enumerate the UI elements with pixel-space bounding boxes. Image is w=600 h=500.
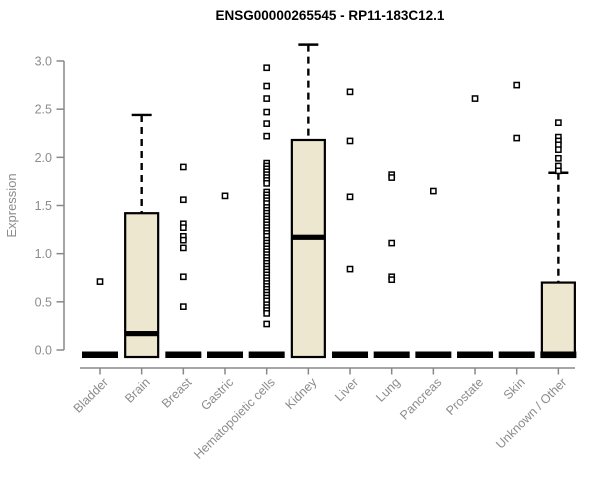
outlier-point bbox=[555, 146, 562, 153]
outlier-point bbox=[555, 119, 562, 127]
outlier-point bbox=[179, 196, 187, 204]
box-collapsed-hematopoietic-cells bbox=[248, 351, 285, 358]
x-tick-label: Skin bbox=[501, 375, 528, 402]
outlier-point bbox=[388, 276, 396, 284]
outlier-point bbox=[513, 134, 521, 142]
y-tick-label: 0.5 bbox=[35, 295, 52, 309]
x-tick-label: Gastric bbox=[198, 375, 236, 413]
box-collapsed-liver bbox=[332, 351, 369, 358]
outlier-point bbox=[346, 88, 354, 96]
outlier-point bbox=[179, 273, 187, 281]
box-collapsed-bladder bbox=[82, 351, 118, 358]
x-tick-label: Unknown / Other bbox=[493, 375, 569, 451]
box-collapsed-breast bbox=[165, 351, 202, 358]
x-tick-label: Liver bbox=[332, 375, 361, 404]
x-tick-label: Kidney bbox=[283, 375, 320, 412]
outlier-point bbox=[221, 192, 229, 200]
outlier-point bbox=[513, 81, 521, 89]
outlier-point bbox=[471, 95, 479, 102]
outlier-point bbox=[179, 163, 187, 171]
outlier-point bbox=[263, 179, 271, 187]
x-tick-label: Prostate bbox=[443, 375, 486, 418]
median-line bbox=[125, 331, 159, 337]
x-tick-label: Hematopoietic cells bbox=[191, 375, 278, 462]
outlier-point bbox=[179, 236, 187, 244]
y-axis-title: Expression bbox=[4, 173, 19, 237]
outlier-point bbox=[263, 310, 271, 317]
box-kidney bbox=[290, 138, 326, 359]
outlier-point bbox=[179, 224, 187, 232]
chart-title: ENSG00000265545 - RP11-183C12.1 bbox=[215, 8, 445, 23]
outlier-point bbox=[555, 167, 562, 175]
x-tick-label: Lung bbox=[373, 375, 403, 405]
y-tick-label: 1.0 bbox=[35, 247, 52, 261]
box-collapsed-pancreas bbox=[415, 351, 452, 358]
box-collapsed-gastric bbox=[207, 351, 244, 358]
outlier-point bbox=[263, 108, 271, 116]
y-tick-label: 3.0 bbox=[35, 55, 52, 69]
x-tick-label: Bladder bbox=[71, 375, 111, 415]
outlier-point bbox=[179, 303, 187, 310]
outlier-point bbox=[263, 132, 271, 140]
outlier-point bbox=[263, 320, 271, 328]
outlier-point bbox=[96, 278, 104, 285]
outlier-point bbox=[346, 193, 354, 201]
outlier-point bbox=[263, 82, 271, 90]
outlier-point bbox=[263, 95, 271, 102]
x-tick-label: Breast bbox=[159, 375, 195, 411]
outlier-point bbox=[263, 64, 271, 72]
y-tick-label: 0.0 bbox=[35, 344, 52, 358]
outlier-point bbox=[430, 187, 437, 195]
outlier-point bbox=[555, 154, 562, 162]
box-collapsed-skin bbox=[498, 351, 535, 358]
y-tick-label: 1.5 bbox=[35, 199, 52, 213]
outlier-point bbox=[388, 239, 396, 247]
outlier-point bbox=[388, 174, 396, 181]
outlier-point bbox=[179, 244, 187, 252]
x-tick-label: Brain bbox=[122, 375, 153, 406]
box-unknown-other bbox=[540, 281, 576, 359]
outlier-point bbox=[346, 265, 354, 273]
x-tick-label: Pancreas bbox=[397, 375, 444, 422]
box-collapsed-prostate bbox=[457, 351, 494, 358]
median-line bbox=[291, 234, 325, 240]
median-line bbox=[540, 351, 577, 358]
outlier-point bbox=[263, 120, 271, 127]
box-collapsed-lung bbox=[373, 351, 410, 358]
y-tick-label: 2.0 bbox=[35, 151, 52, 165]
outlier-point bbox=[346, 137, 354, 145]
y-tick-label: 2.5 bbox=[35, 103, 52, 117]
